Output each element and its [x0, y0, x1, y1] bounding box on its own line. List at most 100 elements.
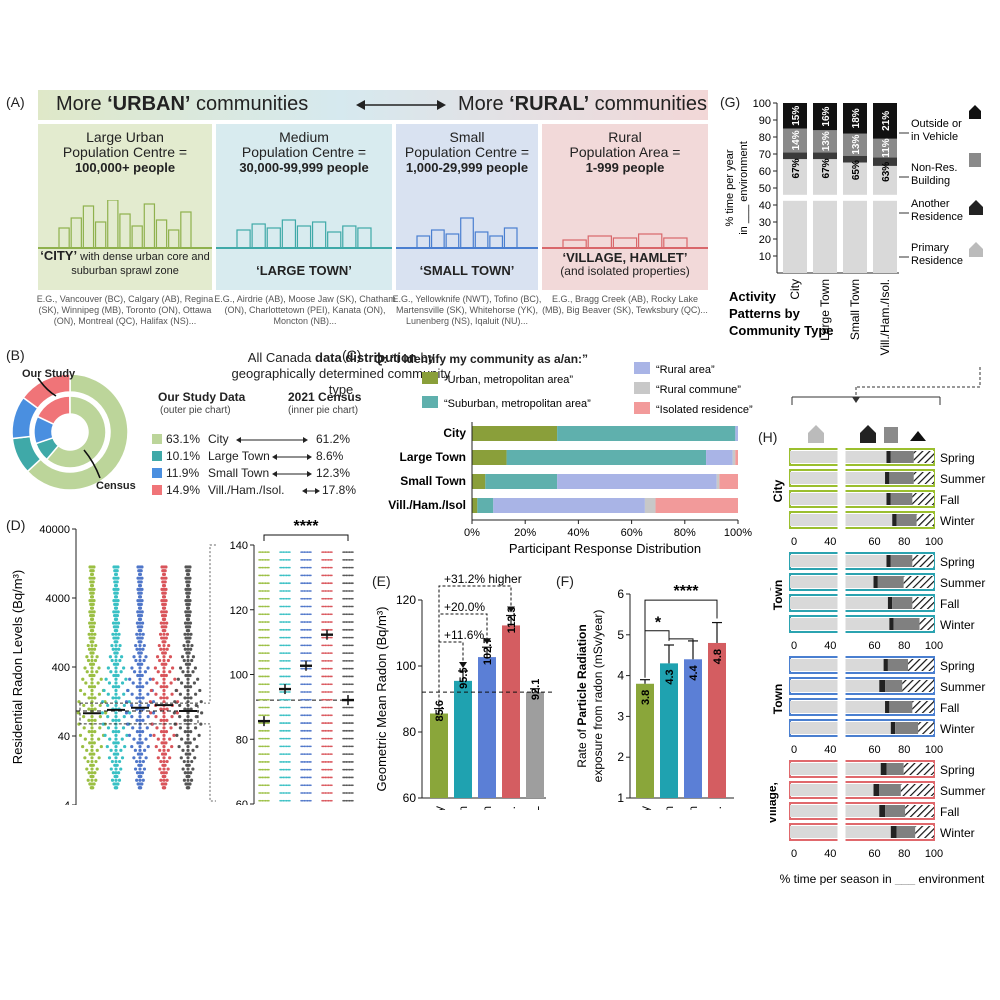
increase-label: +11.6% — [444, 628, 484, 642]
y-axis-label: Rate of Particle Radiation — [575, 624, 589, 767]
building-shape — [311, 221, 327, 249]
banner-left-post: communities — [190, 93, 309, 115]
bar — [478, 657, 496, 798]
panel-f-chart: 6 5 4 3 2 1 Rate of Particle Radiation exposure… — [575, 583, 734, 810]
building-shape — [416, 235, 431, 249]
bar-segment — [493, 498, 645, 513]
legend-label: “Rural commune” — [656, 384, 741, 396]
season-label: Winter — [940, 618, 975, 632]
season-segment — [889, 701, 913, 713]
legend-swatch — [152, 451, 162, 461]
building-icon — [969, 153, 981, 167]
building-shape — [612, 237, 638, 249]
sig-label-top: **** — [674, 583, 700, 600]
bar-segment — [706, 450, 733, 465]
house-icon — [969, 200, 983, 215]
bar-segment — [735, 450, 738, 465]
sig-label-mid: * — [655, 615, 662, 632]
zoom-box — [79, 702, 199, 725]
double-arrow-icon — [236, 437, 308, 443]
season-label: Spring — [940, 555, 975, 569]
stacked-segment — [783, 159, 807, 273]
value-label: 21% — [881, 111, 892, 131]
bar-segment — [477, 498, 494, 513]
descriptor-rest: with dense urban core and suburban spraw… — [71, 251, 210, 277]
axis-break — [837, 552, 846, 570]
building-shape — [70, 217, 82, 249]
stacked-segment — [873, 165, 897, 273]
value-label: 4.8 — [712, 649, 724, 664]
census-percent: 8.6% — [316, 449, 344, 463]
y-tick-label: 90 — [759, 115, 771, 127]
column-heading-line: Large Urban — [86, 129, 164, 145]
stacked-segment — [783, 152, 807, 160]
census-percent: 61.2% — [316, 432, 351, 446]
building-shape — [94, 221, 107, 249]
y-tick-label: 3 — [617, 709, 624, 723]
x-tick-label: 0% — [464, 527, 480, 539]
x-tick-label: 40 — [824, 640, 836, 652]
descriptor-bold: ‘LARGE TOWN’ — [256, 263, 352, 278]
value-label: 102.7 — [482, 638, 494, 666]
banner-right: More ‘RURAL’ communities — [458, 93, 707, 116]
census-percent: 12.3% — [316, 466, 351, 480]
season-segment — [885, 805, 906, 817]
building-shape — [342, 225, 357, 249]
x-tick-label: 80 — [898, 536, 910, 548]
season-segment — [913, 451, 934, 463]
legend-swatch — [422, 396, 438, 408]
season-label: Spring — [940, 659, 975, 673]
our-study-arrow — [37, 377, 57, 397]
column-descriptor: ‘SMALL TOWN’ — [396, 264, 538, 278]
season-segment — [790, 701, 886, 713]
x-tick-label: 100 — [925, 640, 943, 652]
building-shape — [327, 231, 342, 249]
donut-hole — [52, 414, 88, 450]
season-segment — [877, 576, 904, 588]
arrow-head — [507, 606, 515, 613]
community-name: City — [208, 432, 229, 446]
study-percent: 63.1% — [166, 432, 201, 446]
season-label: Fall — [940, 597, 959, 611]
home-icon — [808, 425, 824, 443]
house-icon — [860, 425, 876, 443]
small-town-icon — [396, 217, 538, 249]
season-segment — [886, 555, 891, 567]
bar — [526, 692, 544, 798]
banner-left-bold: ‘URBAN’ — [107, 93, 191, 115]
y-tick-label: 80 — [403, 725, 417, 739]
legend-swatch — [634, 382, 650, 394]
season-segment — [905, 805, 934, 817]
column-heading-line: Population Centre = — [241, 144, 367, 160]
axis-break — [837, 511, 846, 529]
axis-break — [837, 802, 846, 820]
axis-break — [837, 573, 846, 591]
season-label: Summer — [940, 472, 985, 486]
axis-break — [837, 594, 846, 612]
group-label: Town — [771, 580, 785, 610]
panel-d-chart: 40000 4000 400 40 4 Residential Radon Levels … — [10, 518, 354, 805]
stacked-segment — [843, 155, 867, 163]
legend-swatch — [152, 468, 162, 478]
x-tick-label: 0 — [791, 848, 797, 860]
y-tick-label: 4 — [617, 669, 624, 683]
y-tick-label: 1 — [617, 791, 624, 805]
y-tick-label: 400 — [52, 662, 70, 674]
y-tick-label: 80 — [759, 132, 771, 144]
stacked-segment — [843, 133, 867, 156]
inset-y-tick-label: 120 — [230, 605, 248, 617]
season-segment — [879, 680, 886, 692]
x-tick-label: 60 — [868, 536, 880, 548]
y-tick-label: 60 — [759, 166, 771, 178]
column-descriptor: ‘CITY’ with dense urban core and suburba… — [38, 249, 212, 278]
banner-left-pre: More — [56, 93, 108, 115]
y-tick-label: 100 — [753, 98, 771, 110]
column-heading: Large Urban Population Centre = 100,000+ p… — [38, 129, 212, 176]
building-shape — [180, 211, 192, 249]
value-label: 67% — [791, 158, 802, 178]
legend-label: “Suburban, metropolitan area” — [444, 398, 591, 410]
x-tick-label: 100 — [925, 848, 943, 860]
panel-b-donut — [11, 373, 129, 491]
column-heading-line: Medium — [279, 129, 329, 145]
category-label: City — [443, 426, 466, 440]
